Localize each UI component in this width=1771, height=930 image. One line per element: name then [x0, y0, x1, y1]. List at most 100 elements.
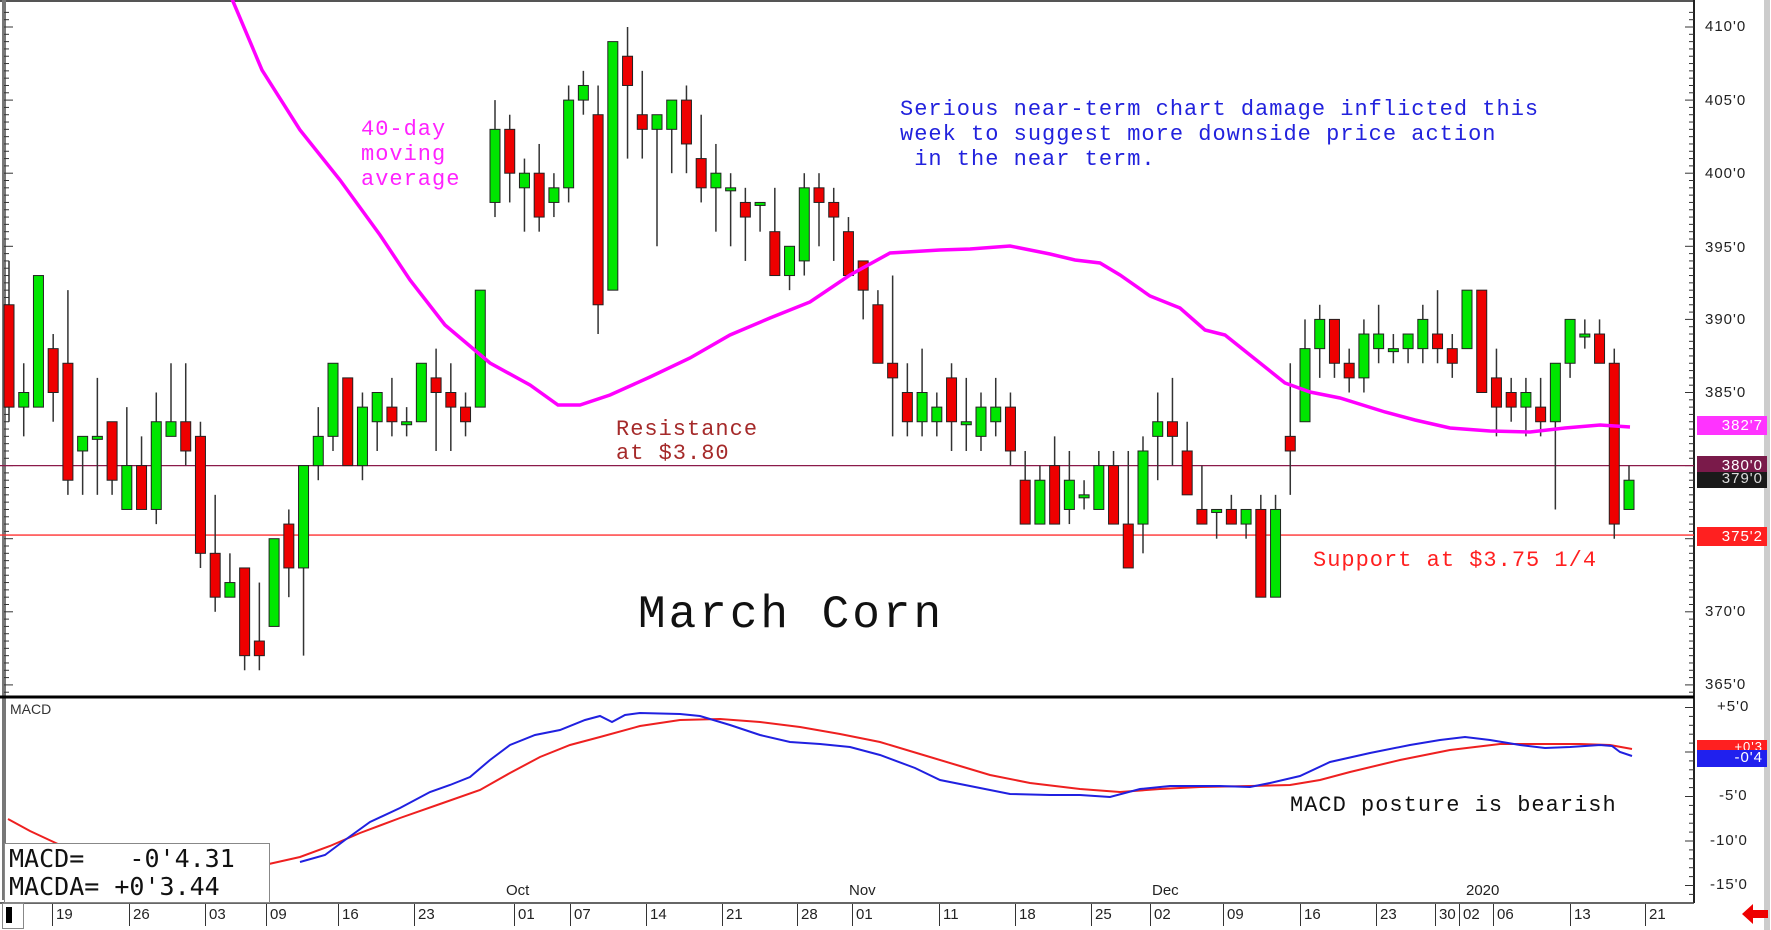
- candle: [636, 70, 648, 159]
- candle: [651, 114, 663, 247]
- macda-line: [7, 717, 1633, 882]
- candle: [1108, 450, 1120, 525]
- candle: [474, 289, 486, 408]
- candle: [901, 363, 913, 437]
- candle: [47, 334, 59, 422]
- candle: [165, 363, 177, 437]
- candle: [224, 553, 236, 598]
- support-annotation: Support at $3.75 1/4: [1313, 548, 1598, 573]
- candle: [577, 70, 589, 115]
- macd-tick-minus10: -10'0: [1710, 832, 1748, 849]
- candle: [710, 143, 722, 232]
- candle: [1432, 290, 1444, 364]
- candle: [769, 187, 781, 277]
- candle: [592, 85, 604, 335]
- candle: [342, 377, 354, 467]
- date-tick: 09: [266, 904, 287, 926]
- candle: [1417, 304, 1429, 364]
- candle: [1402, 333, 1414, 364]
- candle: [504, 114, 516, 203]
- price-tick-385: 385'0: [1705, 384, 1747, 401]
- candle: [253, 582, 265, 671]
- candle: [1461, 289, 1473, 350]
- scroll-handle[interactable]: [2, 903, 24, 929]
- candle: [209, 494, 221, 612]
- candle: [121, 407, 133, 510]
- candle: [150, 392, 162, 525]
- date-tick: 16: [338, 904, 359, 926]
- macd-legend: MACD= -0'4.31 MACDA= +0'3.44: [4, 843, 270, 903]
- price-tick-395: 395'0: [1705, 239, 1747, 256]
- candle: [371, 392, 383, 451]
- candle: [666, 99, 678, 174]
- candle: [1137, 436, 1149, 554]
- candle: [813, 173, 825, 247]
- date-tick: 28: [797, 904, 818, 926]
- chart-title: March Corn: [638, 589, 945, 641]
- candle: [887, 275, 899, 437]
- candle: [680, 85, 692, 174]
- candle: [415, 362, 427, 423]
- macda-legend-value: MACDA= +0'3.44: [9, 872, 220, 901]
- candle: [798, 173, 810, 276]
- price-tick-410: 410'0: [1705, 18, 1747, 35]
- ma-price-tag: 382'7: [1697, 416, 1767, 435]
- candle: [1373, 304, 1385, 364]
- candle: [872, 290, 884, 364]
- candle: [386, 377, 398, 437]
- candle: [460, 392, 472, 437]
- candle: [990, 377, 1002, 437]
- candle: [1019, 450, 1031, 525]
- candle: [489, 100, 501, 218]
- candle: [1476, 289, 1488, 393]
- month-label: 2020: [1466, 882, 1500, 899]
- candle: [1535, 377, 1547, 437]
- date-tick: 16: [1300, 904, 1321, 926]
- candle: [1122, 450, 1134, 569]
- date-tick: 11: [939, 904, 959, 926]
- date-tick: 23: [414, 904, 435, 926]
- candle: [828, 187, 840, 261]
- candle: [268, 538, 280, 627]
- candle: [32, 275, 44, 408]
- date-tick: 21: [1645, 904, 1666, 926]
- candle: [1579, 319, 1591, 349]
- candle: [283, 509, 295, 598]
- date-tick: 02: [1150, 904, 1171, 926]
- date-tick: 13: [1570, 904, 1591, 926]
- candle: [1328, 318, 1340, 378]
- candle: [1387, 334, 1399, 364]
- candle: [1623, 465, 1635, 510]
- candle: [1196, 465, 1208, 525]
- candle: [194, 421, 206, 568]
- candle: [1078, 480, 1090, 510]
- date-tick: 09: [1223, 904, 1244, 926]
- date-tick: 01: [852, 904, 873, 926]
- commentary-annotation: Serious near-term chart damage inflicted…: [900, 97, 1540, 172]
- moving-average-line: [230, 0, 1631, 434]
- price-tick-370: 370'0: [1705, 603, 1747, 620]
- date-tick: 21: [722, 904, 743, 926]
- candle: [725, 173, 737, 247]
- candle: [239, 567, 251, 671]
- candle: [1034, 465, 1046, 525]
- scroll-left-arrow-icon[interactable]: [1742, 902, 1768, 926]
- candle: [1049, 436, 1061, 525]
- candle: [754, 201, 766, 232]
- candle: [1608, 348, 1620, 539]
- price-tick-405: 405'0: [1705, 92, 1747, 109]
- macd-value-tag: -0'4: [1697, 750, 1767, 767]
- candle: [136, 436, 148, 510]
- candle: [548, 173, 560, 218]
- candle: [518, 158, 530, 232]
- date-tick: 23: [1376, 904, 1397, 926]
- candle: [91, 377, 103, 495]
- candle: [3, 260, 15, 422]
- candle: [695, 114, 707, 203]
- candle: [1211, 508, 1223, 539]
- candle: [1549, 362, 1561, 510]
- support-price-tag: 375'2: [1697, 527, 1767, 546]
- candle: [312, 407, 324, 481]
- macd-tick-minus5: -5'0: [1719, 787, 1748, 804]
